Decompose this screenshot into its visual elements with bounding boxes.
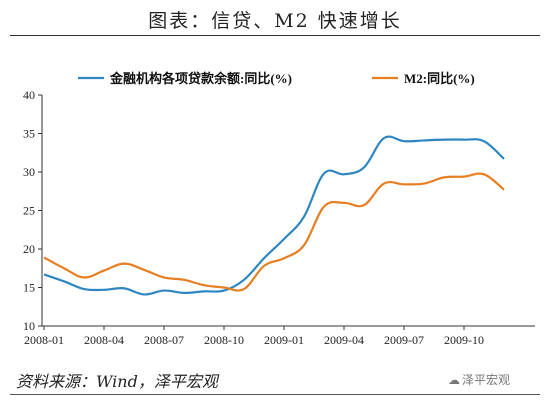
series-line-2 (43, 172, 505, 292)
chart-title: 图表：信贷、M2 快速增长 (148, 10, 402, 32)
legend-label-2: M2:同比(%) (404, 71, 475, 86)
legend-label-1: 金融机构各项贷款余额:同比(%) (109, 71, 292, 86)
x-tick-label: 2008-10 (204, 333, 244, 347)
x-tick-label: 2008-07 (144, 333, 184, 347)
x-tick-label: 2009-07 (384, 333, 424, 347)
series-line-1 (43, 135, 505, 296)
x-tick-label: 2008-04 (84, 333, 124, 347)
y-tick-label: 35 (23, 127, 35, 141)
y-tick-label: 40 (23, 88, 35, 102)
x-tick-label: 2008-01 (24, 333, 64, 347)
x-tick-label: 2009-01 (264, 333, 304, 347)
watermark: ☁ 泽平宏观 (448, 371, 510, 388)
watermark-text: 泽平宏观 (462, 373, 511, 387)
y-tick-label: 25 (23, 204, 35, 218)
source-note: 资料来源：Wind，泽平宏观 (16, 372, 218, 391)
y-tick-label: 30 (23, 165, 35, 179)
x-tick-label: 2009-10 (444, 333, 484, 347)
bottom-divider (10, 394, 540, 395)
y-tick-label: 15 (23, 281, 35, 295)
wechat-icon: ☁ (448, 373, 460, 387)
y-tick-label: 10 (23, 319, 35, 333)
x-tick-label: 2009-04 (324, 333, 364, 347)
y-tick-label: 20 (23, 242, 35, 256)
title-divider (10, 35, 540, 36)
